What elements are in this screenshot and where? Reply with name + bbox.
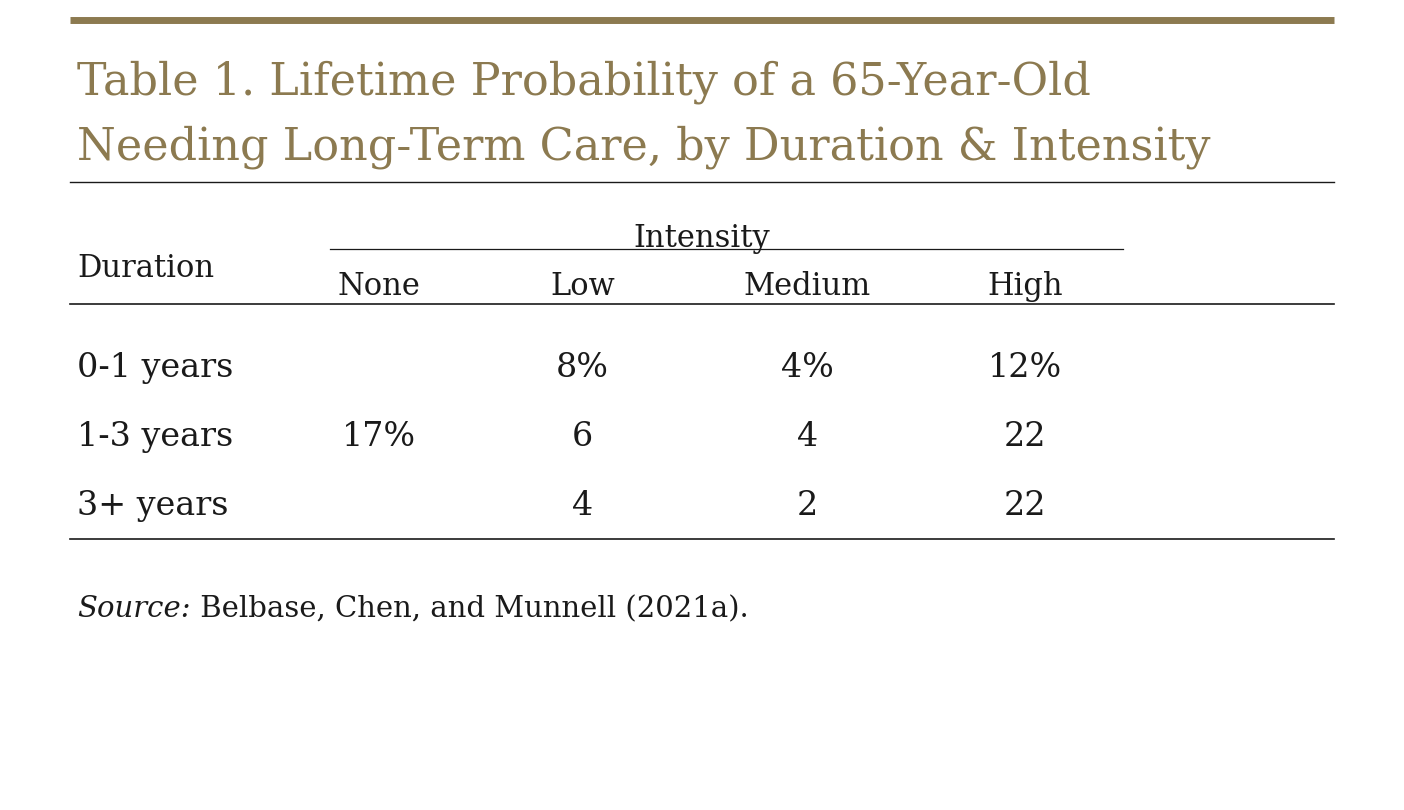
Text: Medium: Medium (744, 271, 870, 301)
Text: 4: 4 (571, 490, 594, 522)
Text: Low: Low (550, 271, 615, 301)
Text: Needing Long-Term Care, by Duration & Intensity: Needing Long-Term Care, by Duration & In… (77, 126, 1210, 169)
Text: None: None (337, 271, 421, 301)
Text: 22: 22 (1004, 490, 1046, 522)
Text: 4: 4 (796, 421, 819, 454)
Text: Intensity: Intensity (633, 223, 771, 254)
Text: 17%: 17% (343, 421, 416, 454)
Text: 22: 22 (1004, 421, 1046, 454)
Text: 8%: 8% (556, 352, 609, 385)
Text: 1-3 years: 1-3 years (77, 421, 233, 454)
Text: 3+ years: 3+ years (77, 490, 229, 522)
Text: 0-1 years: 0-1 years (77, 352, 233, 385)
Text: 2: 2 (796, 490, 819, 522)
Text: Table 1. Lifetime Probability of a 65-Year-Old: Table 1. Lifetime Probability of a 65-Ye… (77, 61, 1091, 104)
Text: 6: 6 (571, 421, 594, 454)
Text: 12%: 12% (988, 352, 1061, 385)
Text: Source:: Source: (77, 595, 191, 624)
Text: Belbase, Chen, and Munnell (2021a).: Belbase, Chen, and Munnell (2021a). (191, 595, 748, 624)
Text: High: High (987, 271, 1063, 301)
Text: 4%: 4% (781, 352, 834, 385)
Text: Duration: Duration (77, 253, 215, 284)
